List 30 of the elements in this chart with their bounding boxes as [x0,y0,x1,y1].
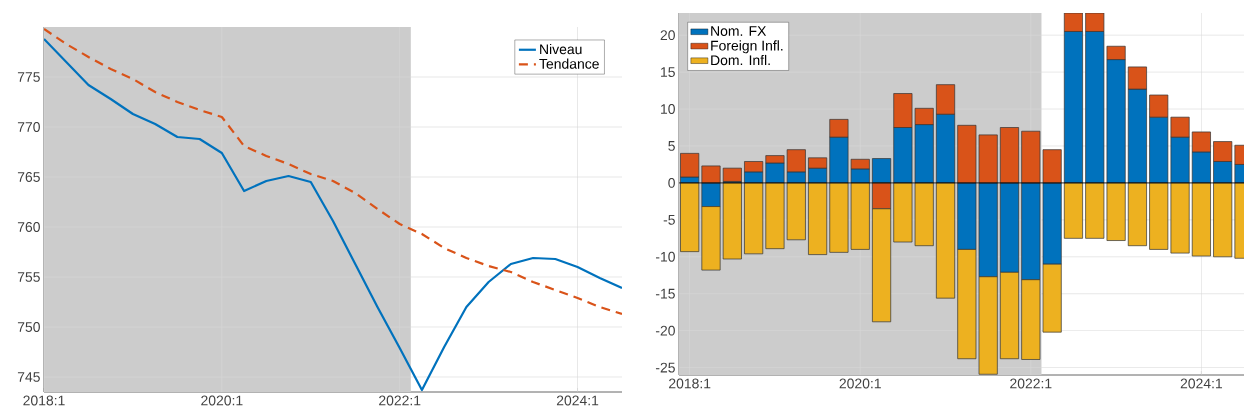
y-tick-label: 760 [17,222,40,232]
y-tick-label: 10 [661,104,675,114]
x-tick-label: 2024:1 [556,395,599,406]
legend-label: Niveau [540,43,582,55]
legend-label: Foreign Infl. [711,40,783,54]
legend-label: Nom. FX [711,26,767,36]
y-tick-label: 775 [17,72,40,82]
y-tick-label: -10 [655,251,675,262]
y-tick-label: -20 [655,325,675,336]
y-tick-label: 750 [17,322,40,332]
y-tick-label: -15 [655,288,675,299]
y-tick-label: 745 [17,372,40,382]
y-tick-label: -5 [663,214,675,225]
y-tick-label: -25 [655,362,675,373]
x-tick-label: 2022:1 [379,395,421,406]
x-tick-label: 2022:1 [1010,378,1052,389]
y-tick-label: 5 [668,141,675,151]
x-tick-label: 2020:1 [201,395,243,406]
legend-label: Dom. Infl. [711,54,770,66]
y-tick-label: 0 [668,177,675,188]
x-tick-label: 2020:1 [839,378,881,389]
y-tick-label: 770 [17,122,40,132]
x-tick-label: 2018:1 [669,378,711,389]
legend-label: Tendance [539,58,599,69]
y-tick-label: 755 [17,272,40,282]
y-tick-label: 765 [17,172,40,182]
x-tick-label: 2024:1 [1180,378,1223,389]
y-tick-label: 20 [660,30,675,41]
y-tick-label: 15 [661,67,675,77]
x-tick-label: 2018:1 [23,395,65,406]
